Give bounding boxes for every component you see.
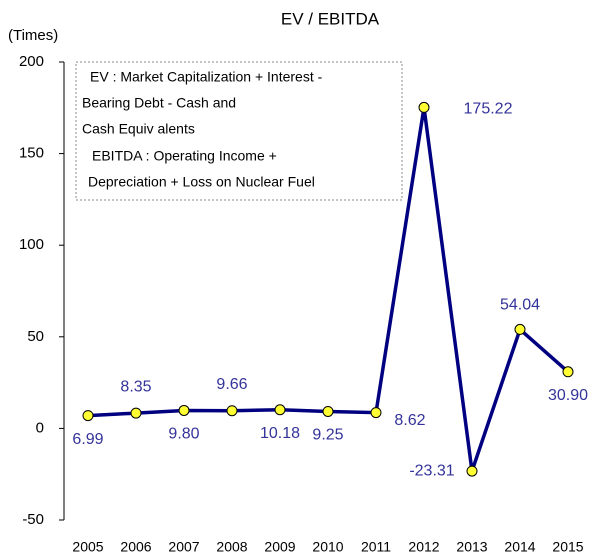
value-label: 6.99: [72, 431, 103, 448]
y-tick-label: -50: [22, 511, 44, 528]
value-label: 175.22: [464, 101, 513, 118]
annotation-line: Depreciation + Loss on Nuclear Fuel: [88, 174, 315, 190]
x-tick-label: 2011: [361, 539, 391, 555]
marker: [466, 465, 478, 477]
x-tick-label: 2013: [456, 539, 487, 555]
x-tick-label: 2006: [120, 539, 151, 555]
annotation-line: EBITDA : Operating Income +: [92, 148, 277, 164]
x-tick-label: 2012: [408, 539, 439, 555]
y-tick-label: 150: [19, 145, 44, 162]
y-tick-label: 0: [36, 419, 44, 436]
annotation-box: [75, 61, 403, 201]
marker: [226, 405, 238, 417]
marker: [82, 410, 94, 422]
marker: [370, 407, 382, 419]
y-tick-label: 100: [19, 236, 44, 253]
value-label: 54.04: [500, 297, 540, 314]
marker: [178, 404, 190, 416]
x-tick-label: 2009: [264, 539, 295, 555]
x-tick-label: 2005: [72, 539, 103, 555]
value-label: 9.80: [168, 426, 199, 443]
value-label: 9.66: [216, 376, 247, 393]
value-label: -23.31: [409, 462, 454, 479]
chart-title: EV / EBITDA: [281, 9, 380, 28]
annotation-line: Cash Equiv alents: [82, 121, 195, 137]
x-tick-label: 2007: [168, 539, 199, 555]
value-label: 30.90: [548, 387, 588, 404]
y-axis-label: (Times): [8, 27, 58, 44]
y-tick-label: 50: [27, 328, 44, 345]
y-tick-label: 200: [19, 53, 44, 70]
marker: [562, 366, 574, 378]
value-label: 8.62: [394, 412, 425, 429]
value-label: 8.35: [120, 378, 151, 395]
x-tick-label: 2008: [216, 539, 247, 555]
x-tick-label: 2010: [312, 539, 343, 555]
marker: [274, 404, 286, 416]
value-label: 9.25: [312, 427, 343, 444]
x-tick-label: 2014: [504, 539, 535, 555]
marker: [418, 101, 430, 113]
x-tick-label: 2015: [552, 539, 583, 555]
marker: [322, 405, 334, 417]
marker: [130, 407, 142, 419]
annotation-line: Bearing Debt - Cash and: [82, 95, 236, 111]
annotation-line: EV : Market Capitalization + Interest -: [90, 69, 323, 85]
marker: [514, 323, 526, 335]
value-label: 10.18: [260, 425, 300, 442]
